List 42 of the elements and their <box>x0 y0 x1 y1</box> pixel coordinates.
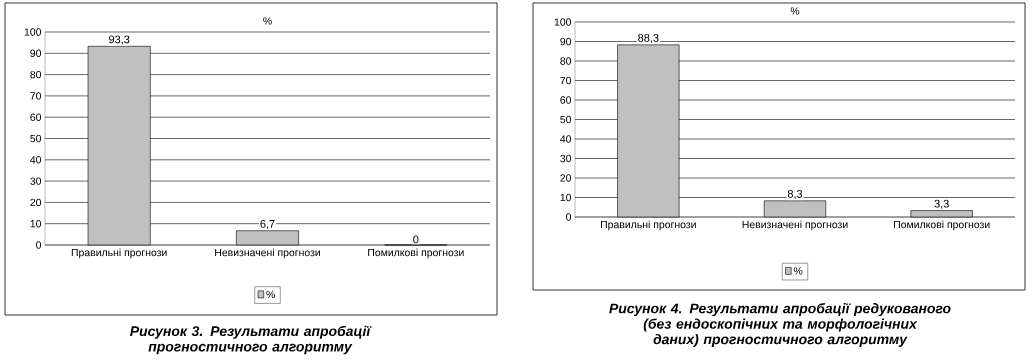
data-label: 0 <box>413 235 419 244</box>
y-tick-label: 50 <box>560 115 572 124</box>
y-tick-label: 20 <box>30 198 42 207</box>
x-tick-label: Невизначені прогнози <box>742 220 848 231</box>
y-tick-label: 50 <box>30 134 42 143</box>
x-tick-label: Правильні прогнози <box>71 248 167 259</box>
x-tick-label: Помилкові прогнози <box>894 220 990 231</box>
data-label: 93,3 <box>109 35 130 45</box>
y-tick-label: 70 <box>560 76 572 85</box>
y-tick-label: 100 <box>24 28 42 36</box>
x-tick-label: Невизначені прогнози <box>215 248 320 259</box>
text: Рисунок 3. Результати апробації прогностичного алгоритму <box>130 325 372 355</box>
data-label: 88,3 <box>638 34 659 44</box>
legend-label: % <box>266 290 275 298</box>
y-tick-label: 80 <box>30 70 42 79</box>
data-label: 8,3 <box>787 190 803 200</box>
y-tick-label: 20 <box>560 174 572 182</box>
y-tick-label: 70 <box>30 92 42 100</box>
bar <box>910 210 973 218</box>
bar <box>763 200 827 218</box>
x-tick-label: Правильні прогнози <box>601 220 696 231</box>
y-tick-label: 0 <box>566 213 572 221</box>
y-tick-label: 30 <box>560 154 572 163</box>
y-tick-label: 90 <box>560 37 572 46</box>
y-tick-label: 10 <box>560 193 572 202</box>
y-tick-label: 10 <box>30 220 42 228</box>
y-tick-label: 80 <box>560 57 572 65</box>
y-tick-label: 60 <box>560 96 572 104</box>
x-tick-label: Помилкові прогнози <box>368 248 464 259</box>
y-tick-label: 90 <box>30 49 42 58</box>
legend-label: % <box>793 267 803 275</box>
y-tick-label: 60 <box>30 113 42 121</box>
y-tick-label: 100 <box>554 18 572 26</box>
y-tick-label: 30 <box>30 177 42 185</box>
text: Рисунок 4. Результати апробації редукованого (без ендоскопічних та морфологічних даних) прогностичного алгоритму <box>609 302 951 347</box>
data-label: 6,7 <box>260 219 275 230</box>
chart-title: % <box>790 7 800 15</box>
y-tick-label: 40 <box>30 156 42 164</box>
y-tick-label: 40 <box>560 135 572 143</box>
y-tick-label: 0 <box>36 241 42 249</box>
chart-title: % <box>263 17 272 25</box>
data-label: 3,3 <box>934 199 949 209</box>
